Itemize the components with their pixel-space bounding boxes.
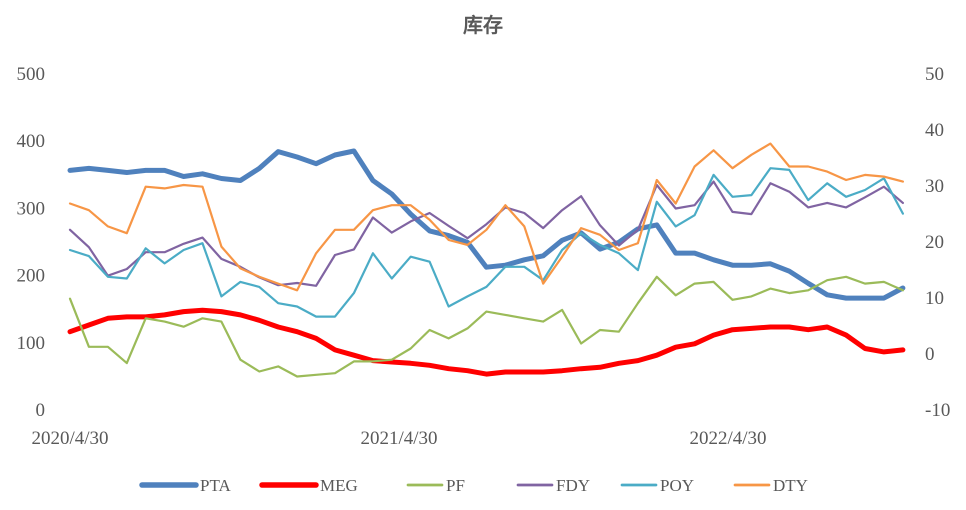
legend-label: FDY: [556, 476, 590, 495]
left-tick-label: 400: [17, 131, 46, 152]
x-tick-label: 2020/4/30: [31, 428, 108, 449]
right-tick-label: 50: [925, 64, 944, 85]
right-tick-label: 30: [925, 176, 944, 197]
series-line-pta: [67, 148, 906, 301]
series-line-dty: [68, 142, 905, 292]
left-tick-label: 200: [17, 266, 46, 287]
right-tick-label: 0: [925, 344, 935, 365]
x-tick-label: 2022/4/30: [689, 428, 766, 449]
left-tick-label: 500: [17, 64, 46, 85]
legend-item-pta: PTA: [139, 476, 231, 495]
left-tick-label: 100: [17, 333, 46, 354]
legend-item-dty: DTY: [733, 476, 808, 495]
chart-title: 库存: [463, 13, 503, 37]
legend-label: PF: [446, 476, 465, 495]
legend-item-meg: MEG: [259, 476, 358, 495]
right-tick-label: 10: [925, 288, 944, 309]
right-axis-ticks: -10 0 10 20 30 40 50: [925, 64, 950, 421]
legend-label: PTA: [200, 476, 231, 495]
series-line-pf: [68, 275, 905, 378]
x-axis-ticks: 2020/4/30 2021/4/30 2022/4/30: [31, 428, 766, 449]
left-axis-ticks: 0 100 200 300 400 500: [17, 64, 46, 421]
left-tick-label: 300: [17, 198, 46, 219]
left-tick-label: 0: [36, 400, 46, 421]
legend-item-poy: POY: [620, 476, 694, 495]
right-tick-label: 20: [925, 232, 944, 253]
x-tick-label: 2021/4/30: [360, 428, 437, 449]
series-line-meg: [67, 307, 906, 377]
legend-label: POY: [660, 476, 694, 495]
legend-label: MEG: [320, 476, 358, 495]
series-lines: [67, 142, 906, 378]
series-line-poy: [68, 167, 905, 318]
legend-label: DTY: [773, 476, 808, 495]
series-line-fdy: [68, 180, 905, 287]
legend-item-fdy: FDY: [516, 476, 590, 495]
right-tick-label: -10: [925, 400, 950, 421]
right-tick-label: 40: [925, 120, 944, 141]
legend: PTA MEG PF FDY POY DTY: [139, 476, 808, 495]
legend-item-pf: PF: [406, 476, 465, 495]
